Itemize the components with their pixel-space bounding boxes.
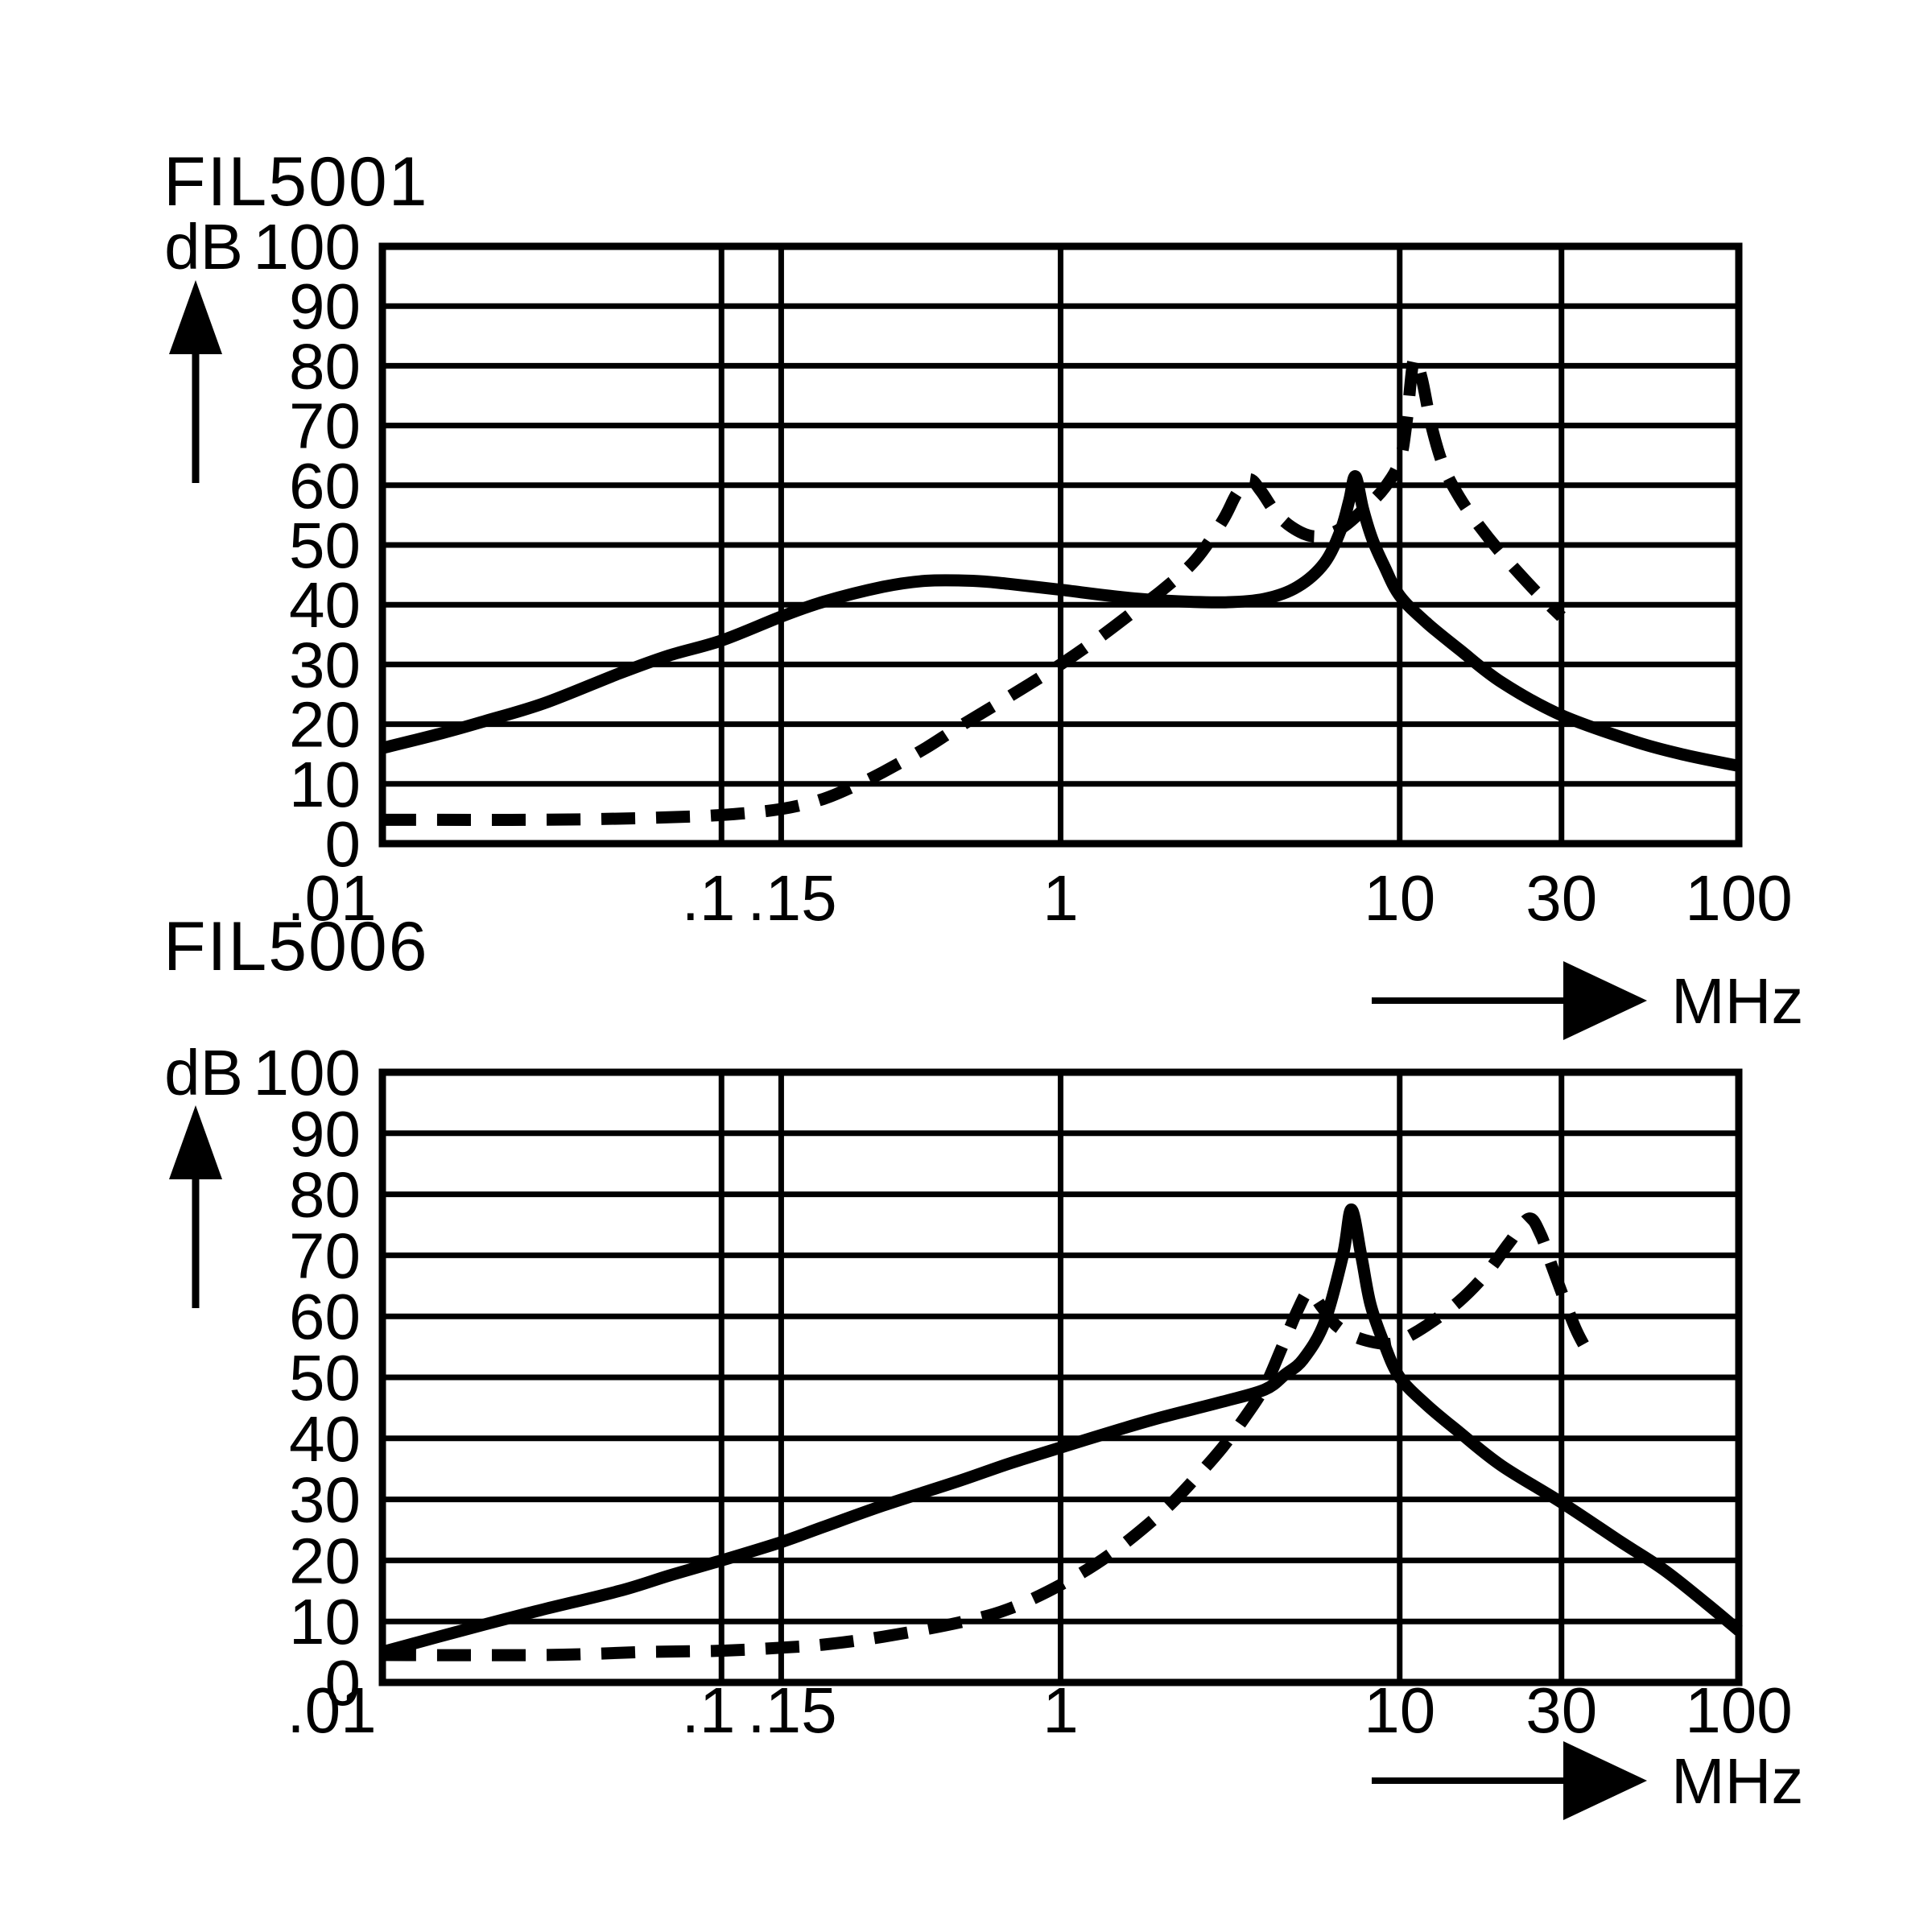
x-tick-label: 10 bbox=[1364, 862, 1435, 934]
chart-fil5001-dashed-curve bbox=[382, 352, 1566, 826]
y-tick-label: 60 bbox=[289, 1281, 361, 1352]
plot-border bbox=[378, 242, 1743, 848]
y-tick-label: 20 bbox=[289, 1525, 361, 1596]
y-tick-label: 10 bbox=[289, 1586, 361, 1657]
y-tick-label: 0 bbox=[325, 1647, 361, 1719]
x-tick-label: .15 bbox=[747, 1674, 836, 1746]
arrow-head bbox=[1563, 1741, 1647, 1820]
y-tick-label: 30 bbox=[289, 629, 361, 700]
x-tick-label: .01 bbox=[287, 1674, 376, 1746]
y-tick-label: 80 bbox=[289, 1159, 361, 1231]
y-tick-label: 40 bbox=[289, 1403, 361, 1475]
y-tick-label: 80 bbox=[289, 330, 361, 402]
chart2-title: FIL5006 bbox=[163, 908, 429, 985]
y-axis-label: dB bbox=[164, 211, 243, 283]
x-tick-label: .1 bbox=[682, 1674, 736, 1746]
y-tick-label: 50 bbox=[289, 1342, 361, 1414]
y-tick-label: 90 bbox=[289, 270, 361, 342]
y-tick-label: 20 bbox=[289, 689, 361, 761]
y-axis-arrow-icon bbox=[169, 1105, 222, 1308]
chart1-title: FIL5001 bbox=[163, 143, 429, 221]
y-axis-arrow-icon bbox=[169, 280, 222, 483]
x-tick-labels: .01 .1.15 1 10 30 100 bbox=[287, 862, 1792, 934]
y-tick-label: 100 bbox=[254, 211, 361, 283]
x-tick-label: 1 bbox=[1042, 1674, 1079, 1746]
x-axis-arrow-icon bbox=[1372, 1741, 1647, 1820]
x-tick-labels: .01 .1.15 1 10 30 100 bbox=[287, 1674, 1792, 1746]
plot-border bbox=[378, 1068, 1743, 1686]
x-tick-label: 100 bbox=[1685, 1674, 1792, 1746]
x-tick-label: 30 bbox=[1525, 1674, 1597, 1746]
y-tick-label: 30 bbox=[289, 1464, 361, 1536]
x-tick-label: 10 bbox=[1364, 1674, 1435, 1746]
chart-fil5006-dashed-curve bbox=[382, 1212, 1594, 1662]
x-tick-label: 100 bbox=[1685, 862, 1792, 934]
x-tick-label: .15 bbox=[747, 862, 836, 934]
x-axis-label: MHz bbox=[1671, 1745, 1803, 1817]
y-tick-label: 70 bbox=[289, 1220, 361, 1291]
chart-fil5006-solid-curve bbox=[381, 1203, 1743, 1658]
y-tick-label: 40 bbox=[289, 569, 361, 641]
gridlines bbox=[382, 246, 1739, 844]
y-tick-label: 90 bbox=[289, 1098, 361, 1170]
arrow-head bbox=[169, 280, 222, 354]
x-tick-label: 30 bbox=[1525, 862, 1597, 934]
y-tick-label: 10 bbox=[289, 749, 361, 820]
chart-fil5001-solid-curve bbox=[381, 470, 1740, 772]
x-axis-label: MHz bbox=[1671, 965, 1803, 1037]
y-tick-label: 100 bbox=[254, 1037, 361, 1108]
x-tick-label: 1 bbox=[1042, 862, 1079, 934]
arrow-head bbox=[169, 1105, 222, 1179]
x-tick-label: .01 bbox=[287, 862, 376, 934]
y-tick-label: 70 bbox=[289, 390, 361, 462]
y-axis-label: dB bbox=[164, 1037, 243, 1108]
arrow-head bbox=[1563, 961, 1647, 1040]
x-axis-arrow-icon bbox=[1372, 961, 1647, 1040]
y-tick-label: 50 bbox=[289, 510, 361, 581]
y-tick-label: 60 bbox=[289, 450, 361, 522]
x-tick-label: .1 bbox=[682, 862, 736, 934]
y-tick-label: 0 bbox=[325, 808, 361, 880]
